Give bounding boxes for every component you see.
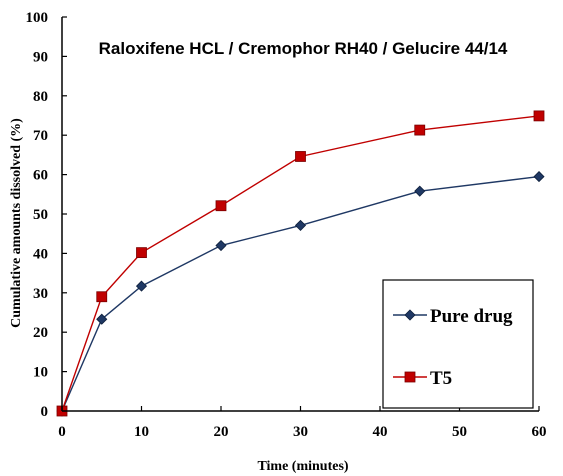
data-point — [294, 219, 307, 231]
x-tick-label: 40 — [373, 424, 388, 440]
legend-items: Pure drug T5 — [393, 306, 513, 389]
y-tick-label: 70 — [33, 128, 48, 144]
y-tick-label: 90 — [33, 49, 48, 65]
legend-entry-2: T5 — [393, 368, 452, 389]
x-tick-label: 30 — [293, 424, 308, 440]
y-tick-label: 10 — [33, 365, 48, 381]
y-tick-label: 30 — [33, 286, 48, 302]
series-layer — [56, 110, 545, 417]
legend-label: T5 — [430, 368, 452, 389]
data-point — [96, 291, 108, 303]
y-tick-label: 0 — [41, 404, 49, 420]
legend-marker — [404, 309, 416, 321]
x-tick-label: 0 — [58, 424, 66, 440]
y-tick-label: 40 — [33, 246, 48, 262]
x-tick-label: 60 — [532, 424, 547, 440]
data-point — [533, 171, 545, 183]
chart-title: Raloxifene HCL / Cremophor RH40 / Geluci… — [99, 39, 508, 58]
x-tick-label: 50 — [452, 424, 467, 440]
legend-entry-1: Pure drug — [393, 306, 513, 327]
x-axis-title: Time (minutes) — [257, 459, 348, 474]
y-tick-label: 50 — [33, 207, 48, 223]
x-tick-label: 10 — [134, 424, 149, 440]
x-tick-label: 20 — [214, 424, 229, 440]
legend-marker — [404, 371, 416, 383]
data-point — [96, 313, 108, 325]
y-tick-label: 100 — [26, 10, 49, 26]
data-point — [215, 239, 227, 252]
legend: Pure drug T5 — [382, 279, 534, 409]
data-point — [295, 151, 306, 162]
y-axis-title: Cumulative amounts dissolved (%) — [9, 118, 24, 328]
legend-label: Pure drug — [430, 306, 513, 327]
data-point — [136, 247, 147, 259]
y-tick-label: 80 — [33, 89, 48, 105]
data-point — [135, 280, 148, 292]
tick-layer: 0 10 20 30 40 50 60 70 80 90 100 0 10 20 30 40 50 60 — [26, 10, 547, 440]
y-tick-label: 20 — [33, 325, 48, 341]
data-point — [414, 185, 426, 197]
y-tick-label: 60 — [33, 168, 48, 184]
legend-box — [382, 279, 534, 409]
data-point — [414, 124, 426, 136]
data-point — [215, 200, 227, 212]
data-point — [533, 110, 545, 122]
